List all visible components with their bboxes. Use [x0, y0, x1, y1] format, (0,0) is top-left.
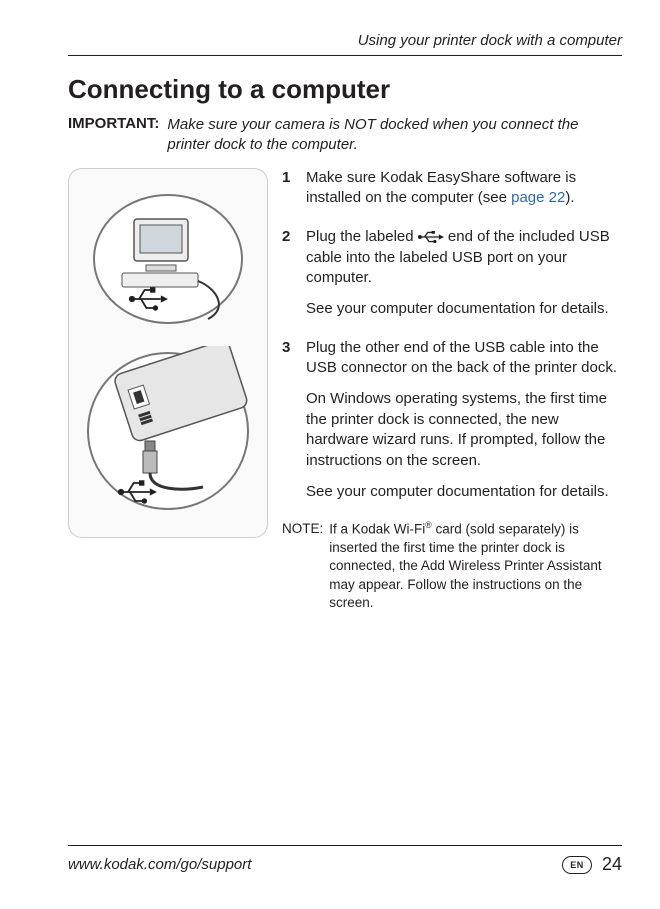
important-block: IMPORTANT: Make sure your camera is NOT … — [68, 115, 622, 156]
step-item: 2Plug the labeled end of the included US… — [282, 227, 622, 330]
text-run: If a Kodak Wi-Fi — [329, 522, 425, 537]
illustration-column — [68, 168, 268, 613]
text-run: ). — [565, 189, 574, 206]
step-paragraph: Make sure Kodak EasyShare software is in… — [306, 168, 622, 209]
step-body: Plug the labeled end of the included USB… — [306, 227, 622, 330]
steps-list: 1Make sure Kodak EasyShare software is i… — [282, 168, 622, 513]
running-head: Using your printer dock with a computer — [68, 32, 622, 56]
printer-dock-icon — [83, 346, 253, 516]
section-title: Connecting to a computer — [68, 74, 622, 105]
step-paragraph: Plug the labeled end of the included USB… — [306, 227, 622, 289]
note-block: NOTE: If a Kodak Wi-Fi® card (sold separ… — [282, 520, 622, 612]
footer-url: www.kodak.com/go/support — [68, 856, 251, 873]
computer-icon — [88, 189, 248, 329]
step-number: 2 — [282, 227, 296, 330]
text-run: Plug the other end of the USB cable into… — [306, 339, 617, 377]
text-run: Plug the labeled — [306, 228, 418, 245]
text-run: On Windows operating systems, the first … — [306, 390, 607, 469]
note-label: NOTE: — [282, 520, 323, 612]
important-text: Make sure your camera is NOT docked when… — [167, 115, 622, 156]
main-content: 1Make sure Kodak EasyShare software is i… — [68, 168, 622, 613]
note-text: If a Kodak Wi-Fi® card (sold separately)… — [329, 520, 622, 612]
text-run: See your computer documentation for deta… — [306, 483, 609, 500]
page-number: 24 — [602, 854, 622, 875]
step-number: 3 — [282, 338, 296, 513]
step-paragraph: Plug the other end of the USB cable into… — [306, 338, 622, 379]
step-paragraph: See your computer documentation for deta… — [306, 482, 622, 503]
step-body: Make sure Kodak EasyShare software is in… — [306, 168, 622, 219]
page-link[interactable]: page 22 — [511, 189, 565, 206]
usb-trident-icon — [418, 231, 444, 243]
language-badge: EN — [562, 856, 592, 874]
step-body: Plug the other end of the USB cable into… — [306, 338, 622, 513]
step-paragraph: See your computer documentation for deta… — [306, 299, 622, 320]
page-footer: www.kodak.com/go/support EN 24 — [68, 845, 622, 875]
text-run: See your computer documentation for deta… — [306, 300, 609, 317]
step-paragraph: On Windows operating systems, the first … — [306, 389, 622, 472]
important-label: IMPORTANT: — [68, 115, 159, 156]
connection-illustration — [68, 168, 268, 538]
step-item: 3 Plug the other end of the USB cable int… — [282, 338, 622, 513]
step-item: 1Make sure Kodak EasyShare software is i… — [282, 168, 622, 219]
step-number: 1 — [282, 168, 296, 219]
text-column: 1Make sure Kodak EasyShare software is i… — [282, 168, 622, 613]
